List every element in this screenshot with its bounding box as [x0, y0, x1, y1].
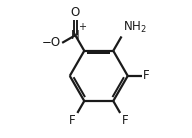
Text: −O: −O [42, 36, 61, 49]
Text: N: N [71, 29, 80, 42]
Text: +: + [78, 22, 86, 32]
Text: O: O [71, 6, 80, 19]
Text: F: F [69, 114, 76, 127]
Text: F: F [122, 114, 128, 127]
Text: NH$_2$: NH$_2$ [123, 20, 147, 35]
Text: F: F [143, 69, 150, 82]
